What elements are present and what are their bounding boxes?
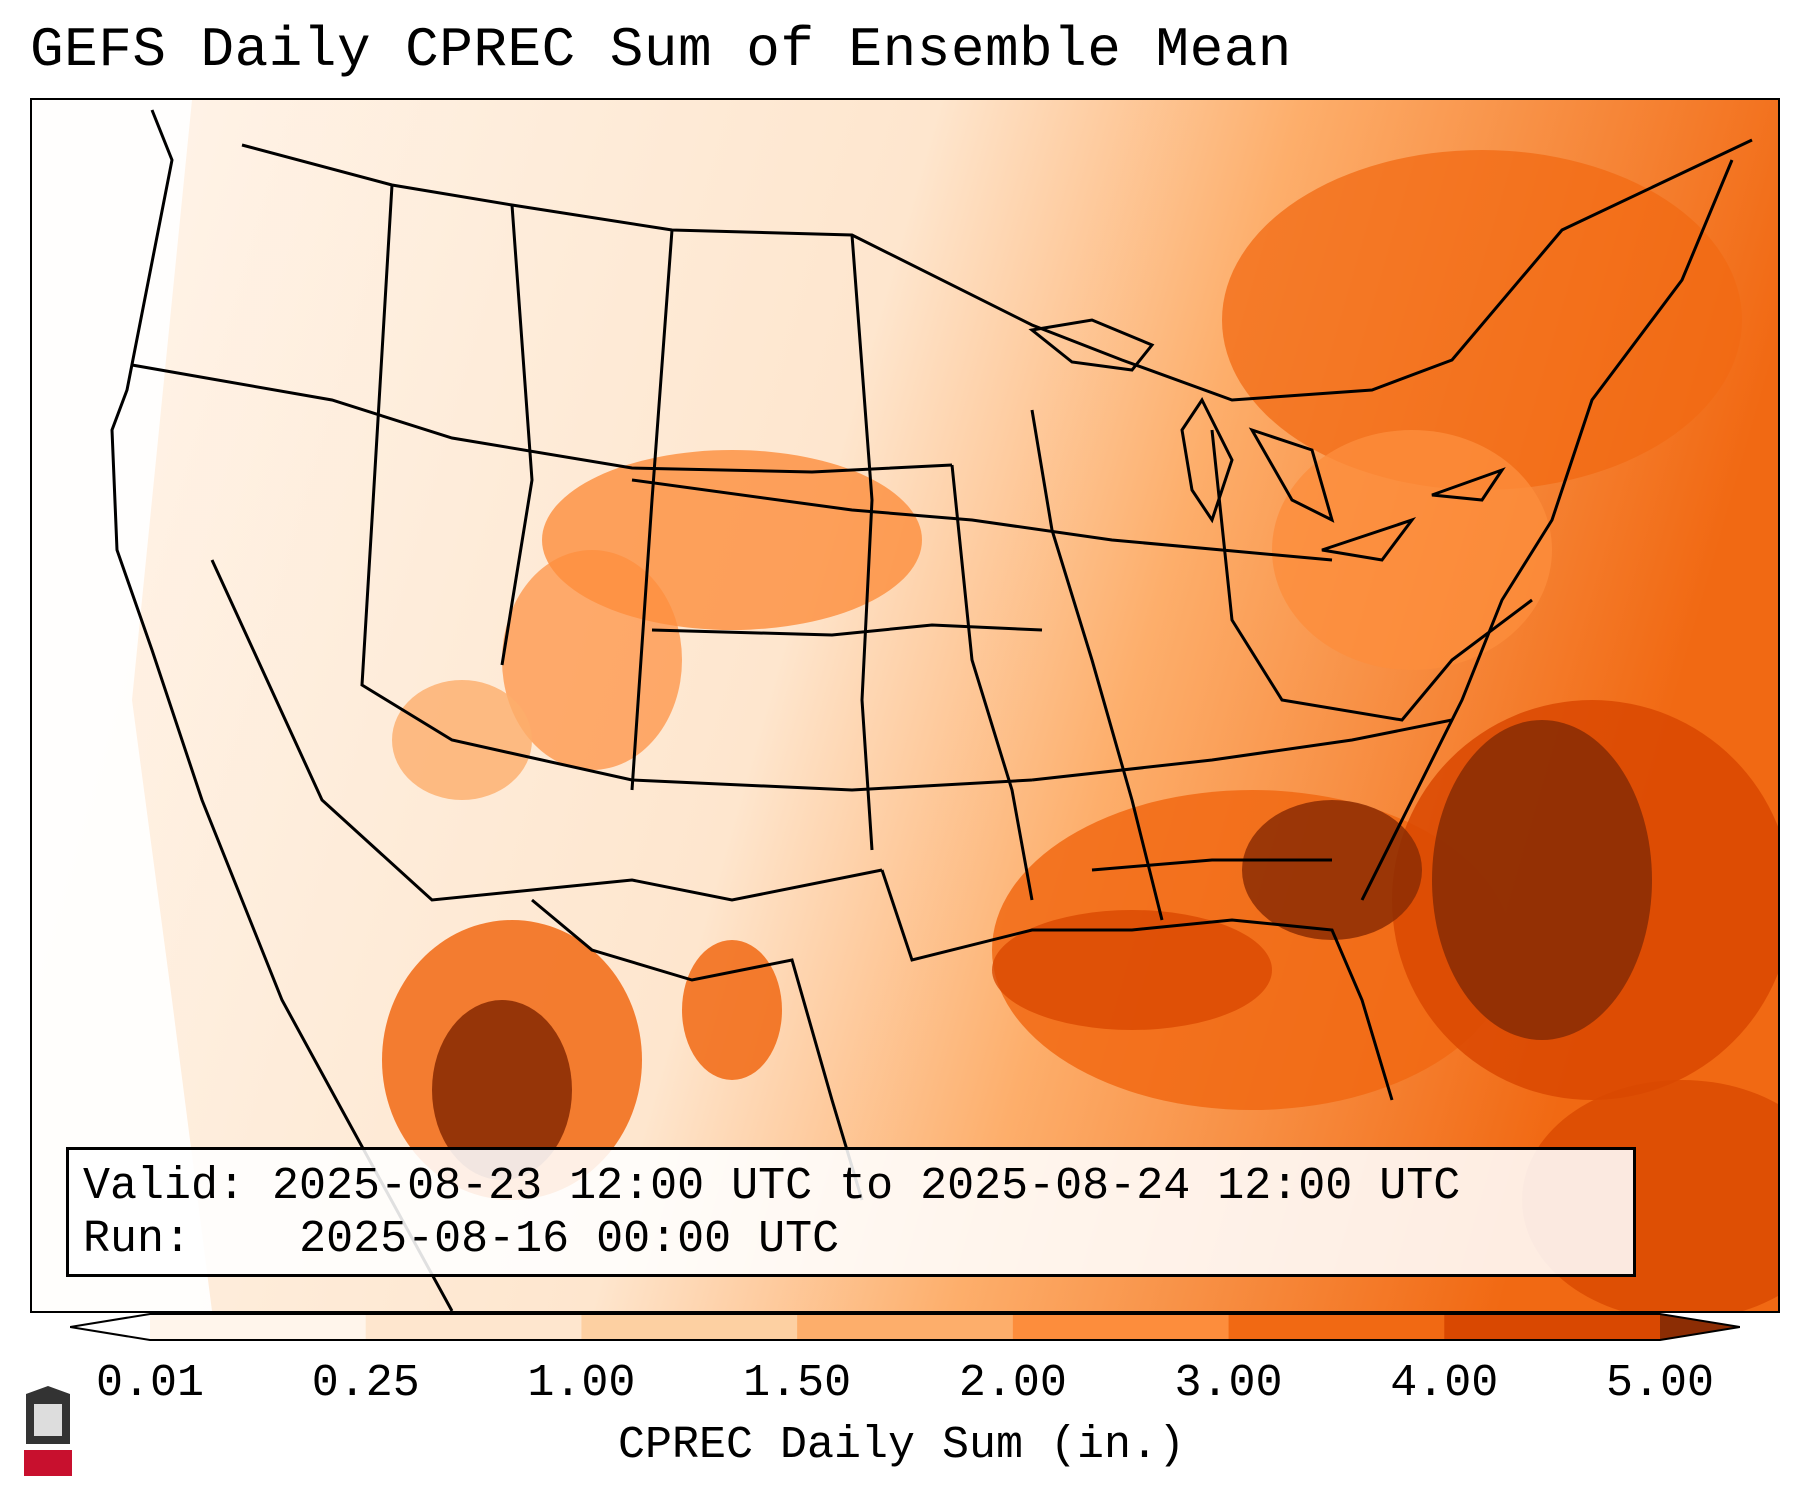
dry-pacific-area (32, 100, 212, 1311)
great-lakes (1028, 318, 1506, 562)
colorbar-extend-low (70, 1314, 150, 1340)
colorbar-tick-label: 1.00 (527, 1358, 636, 1409)
colorbar-cell (1444, 1314, 1661, 1340)
colorbar-tick-label: 4.00 (1390, 1358, 1499, 1409)
colorbar-cell (1012, 1314, 1230, 1340)
colorbar-tick-label: 2.00 (958, 1358, 1067, 1409)
colorbar-tick-label: 3.00 (1174, 1358, 1283, 1409)
run-label: Run: (83, 1214, 192, 1265)
precipitation-map (30, 98, 1780, 1313)
map-title: GEFS Daily CPREC Sum of Ensemble Mean (30, 18, 1292, 82)
colorbar-tick-label: 0.25 (311, 1358, 420, 1409)
colorbar-cell (797, 1314, 1014, 1340)
colorbar-tick-label: 1.50 (743, 1358, 852, 1409)
colorbar-cell (1228, 1314, 1446, 1340)
colorbar-cell (150, 1314, 367, 1340)
colorbar-label: CPREC Daily Sum (in.) (617, 1420, 1186, 1471)
run-value: 2025-08-16 00:00 UTC (299, 1214, 840, 1265)
state-boundaries (110, 109, 1753, 1311)
run-info-box: Valid: 2025-08-23 12:00 UTC to 2025-08-2… (66, 1147, 1636, 1277)
run-line: Run: 2025-08-16 00:00 UTC (83, 1213, 1619, 1266)
colorbar (70, 1313, 1740, 1341)
map-canvas (32, 100, 1778, 1311)
colorbar-cell (581, 1314, 799, 1340)
valid-line: Valid: 2025-08-23 12:00 UTC to 2025-08-2… (83, 1160, 1619, 1213)
colorbar-tick-label: 0.01 (95, 1358, 205, 1409)
niu-logo (24, 1386, 72, 1476)
precip-blobs (382, 150, 1778, 1311)
valid-value: 2025-08-23 12:00 UTC to 2025-08-24 12:00… (272, 1161, 1461, 1212)
colorbar-cell (365, 1314, 583, 1340)
colorbar-tick-label: 5.00 (1605, 1358, 1715, 1409)
valid-label: Valid: (83, 1161, 246, 1212)
colorbar-extend-high (1660, 1314, 1740, 1340)
